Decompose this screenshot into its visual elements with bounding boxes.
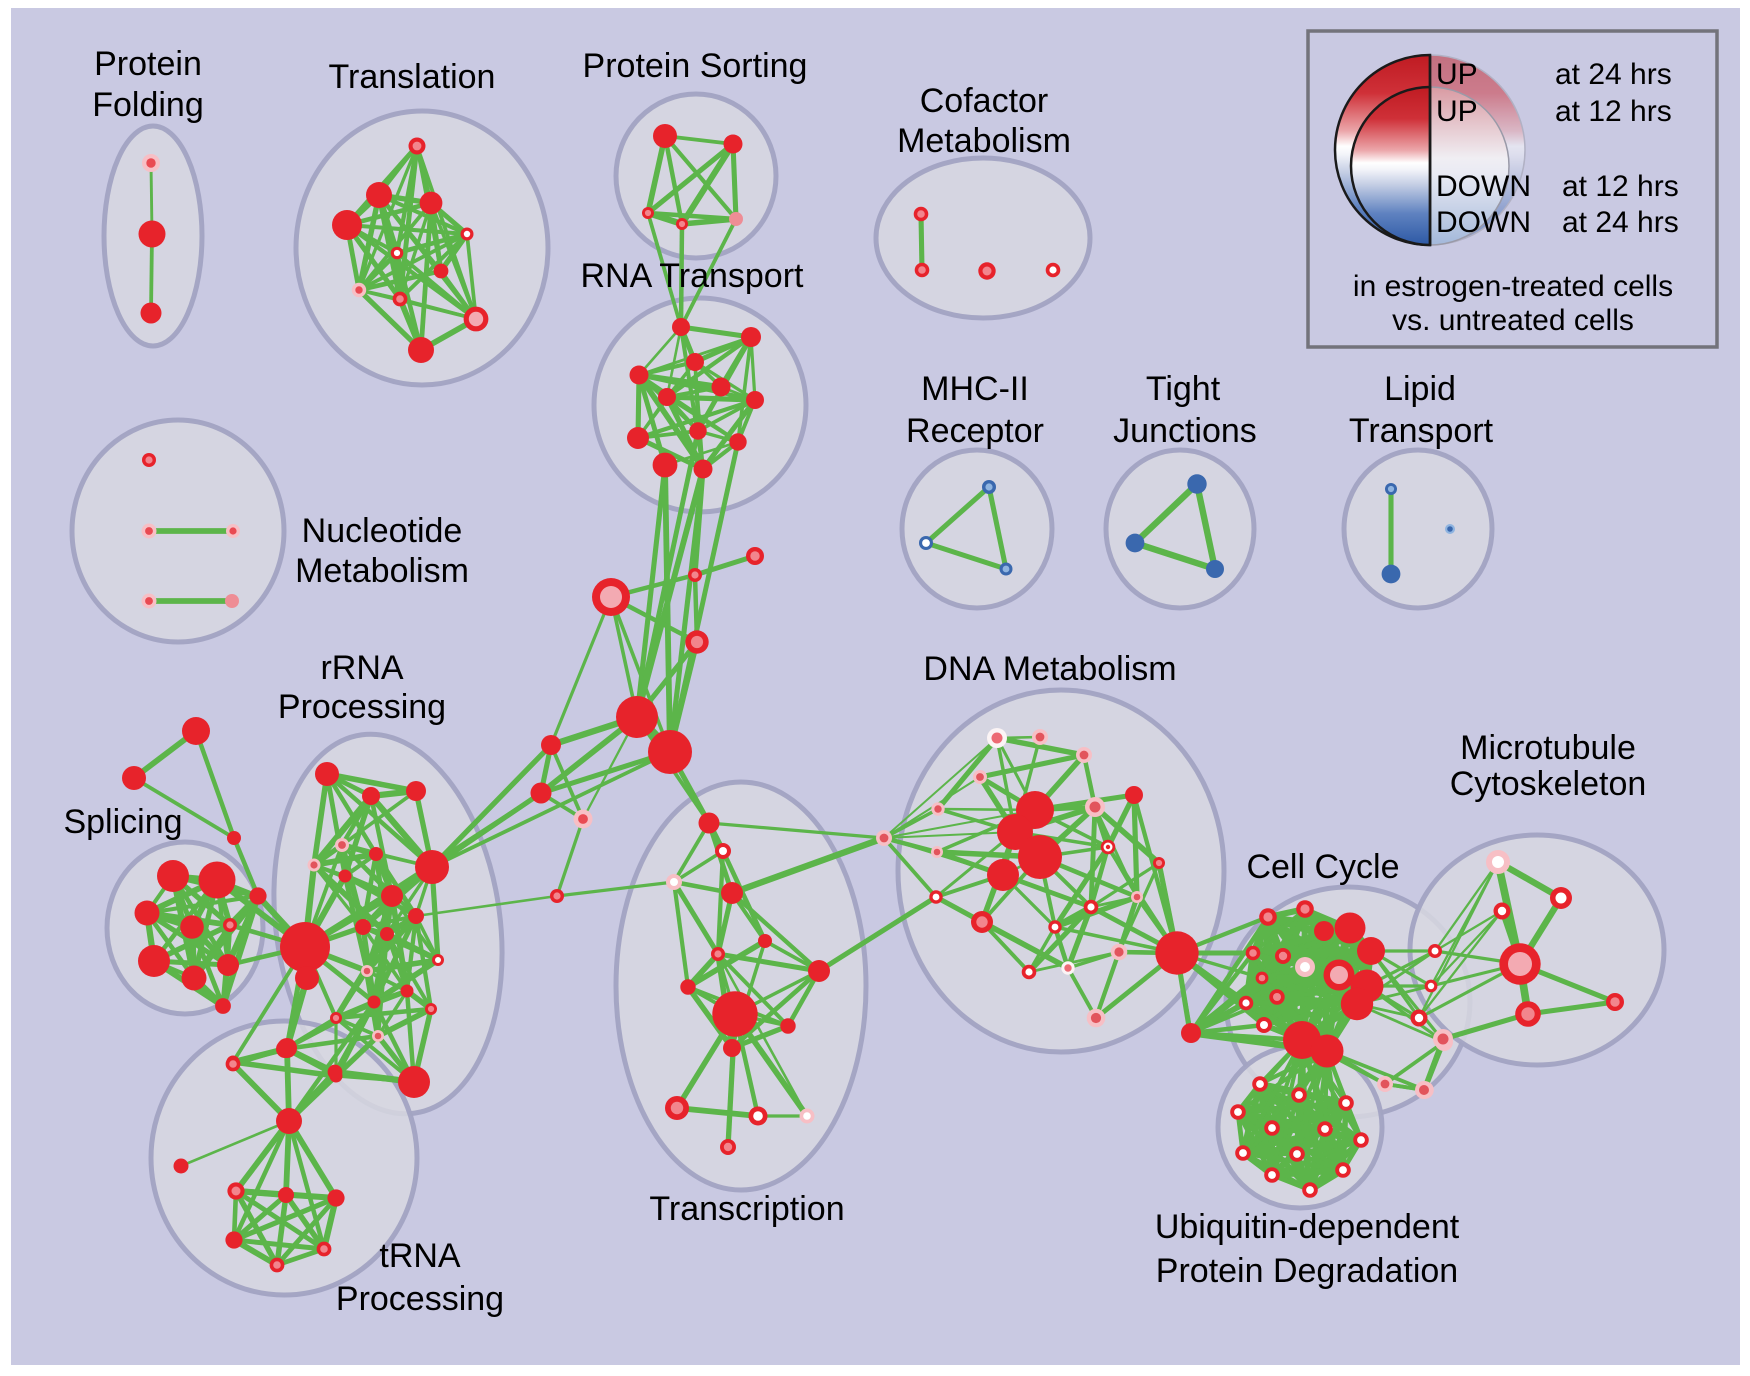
svg-text:DOWN: DOWN (1436, 170, 1531, 203)
svg-text:Folding: Folding (92, 86, 204, 124)
svg-text:Cell Cycle: Cell Cycle (1246, 848, 1399, 886)
svg-text:Translation: Translation (329, 58, 496, 96)
svg-text:Cofactor: Cofactor (920, 82, 1049, 120)
svg-text:Processing: Processing (336, 1280, 504, 1318)
svg-text:UP: UP (1436, 95, 1478, 128)
svg-text:Transport: Transport (1349, 412, 1494, 450)
svg-text:at 24 hrs: at 24 hrs (1562, 206, 1679, 239)
svg-text:vs. untreated cells: vs. untreated cells (1392, 304, 1634, 337)
svg-text:Transcription: Transcription (649, 1190, 844, 1228)
svg-text:Cytoskeleton: Cytoskeleton (1450, 765, 1647, 803)
svg-text:Protein Degradation: Protein Degradation (1156, 1252, 1458, 1290)
svg-text:tRNA: tRNA (379, 1237, 461, 1275)
svg-text:at 24 hrs: at 24 hrs (1555, 58, 1672, 91)
svg-text:DOWN: DOWN (1436, 206, 1531, 239)
svg-text:Lipid: Lipid (1384, 370, 1456, 408)
svg-text:Tight: Tight (1146, 370, 1221, 408)
svg-text:Ubiquitin-dependent: Ubiquitin-dependent (1155, 1208, 1460, 1246)
svg-text:rRNA: rRNA (320, 649, 403, 687)
svg-text:Metabolism: Metabolism (897, 122, 1071, 160)
svg-text:Junctions: Junctions (1113, 412, 1257, 450)
svg-text:UP: UP (1436, 58, 1478, 91)
svg-text:at 12 hrs: at 12 hrs (1555, 95, 1672, 128)
svg-text:Protein Sorting: Protein Sorting (583, 47, 808, 85)
svg-text:Nucleotide: Nucleotide (302, 512, 463, 550)
svg-text:Protein: Protein (94, 45, 202, 83)
svg-text:RNA Transport: RNA Transport (581, 257, 805, 295)
svg-text:Microtubule: Microtubule (1460, 729, 1636, 767)
svg-text:in estrogen-treated cells: in estrogen-treated cells (1353, 270, 1673, 303)
svg-text:Processing: Processing (278, 688, 446, 726)
svg-text:Splicing: Splicing (63, 803, 182, 841)
svg-text:at 12 hrs: at 12 hrs (1562, 170, 1679, 203)
svg-text:Receptor: Receptor (906, 412, 1044, 450)
svg-text:MHC-II: MHC-II (921, 370, 1029, 408)
svg-text:DNA Metabolism: DNA Metabolism (923, 650, 1176, 688)
svg-text:Metabolism: Metabolism (295, 552, 469, 590)
